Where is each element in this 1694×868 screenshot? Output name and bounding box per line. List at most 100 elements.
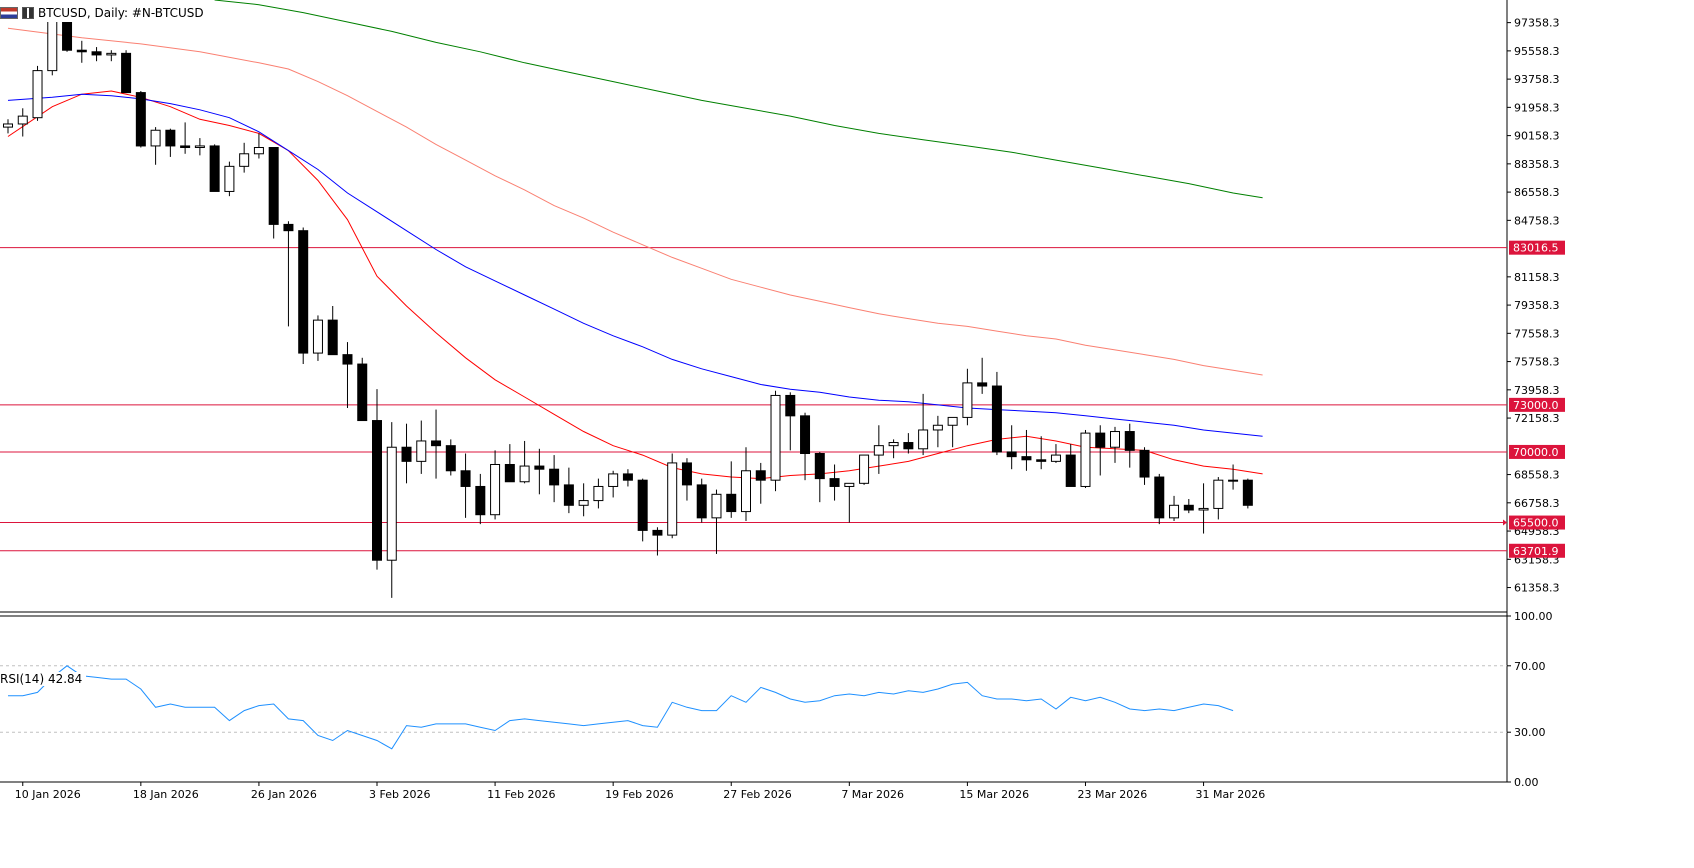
candle[interactable] — [431, 409, 442, 479]
candle[interactable] — [829, 464, 840, 501]
candle[interactable] — [32, 65, 43, 121]
candle-body — [903, 442, 914, 450]
candle[interactable] — [253, 133, 264, 159]
candle[interactable] — [785, 392, 796, 451]
candle[interactable] — [814, 451, 825, 503]
candle-body — [1198, 507, 1209, 511]
price-tick-label: 73958.3 — [1514, 384, 1560, 397]
candle[interactable] — [194, 138, 205, 156]
candle[interactable] — [667, 453, 678, 539]
candle-body — [962, 382, 973, 418]
candle[interactable] — [903, 433, 914, 454]
time-tick-label: 11 Feb 2026 — [487, 788, 555, 801]
candle[interactable] — [1080, 429, 1091, 489]
candle[interactable] — [726, 461, 737, 518]
candle[interactable] — [991, 371, 1002, 456]
candle[interactable] — [283, 221, 294, 327]
candle[interactable] — [770, 390, 781, 492]
candle[interactable] — [563, 467, 574, 514]
candle[interactable] — [1110, 426, 1120, 463]
candle[interactable] — [224, 161, 235, 197]
candle[interactable] — [386, 422, 397, 598]
candle[interactable] — [1095, 425, 1106, 476]
candle[interactable] — [1006, 425, 1017, 470]
candle[interactable] — [91, 47, 102, 62]
rsi-line — [8, 665, 1234, 750]
candle[interactable] — [357, 357, 368, 422]
candle[interactable] — [1242, 478, 1253, 509]
candle[interactable] — [652, 527, 663, 556]
candle[interactable] — [593, 478, 604, 509]
candle[interactable] — [106, 50, 117, 62]
candle[interactable] — [1154, 473, 1165, 525]
candle[interactable] — [475, 473, 486, 525]
candle[interactable] — [401, 423, 412, 484]
candle[interactable] — [445, 439, 456, 476]
candle[interactable] — [888, 439, 899, 459]
candle[interactable] — [76, 40, 87, 63]
candle[interactable] — [150, 127, 161, 165]
candle[interactable] — [1124, 423, 1135, 468]
candle[interactable] — [180, 122, 191, 154]
candle[interactable] — [342, 342, 353, 408]
candle[interactable] — [239, 142, 250, 173]
candle-body — [47, 16, 58, 72]
candle[interactable] — [268, 147, 279, 239]
candle[interactable] — [1228, 464, 1239, 490]
candle[interactable] — [460, 453, 471, 518]
candle-body — [888, 442, 899, 447]
candle[interactable] — [844, 482, 855, 523]
candle[interactable] — [1198, 483, 1209, 534]
candle[interactable] — [121, 50, 132, 94]
candle[interactable] — [755, 462, 766, 504]
candle[interactable] — [1065, 444, 1076, 487]
candle[interactable] — [372, 389, 382, 570]
candle[interactable] — [622, 469, 633, 487]
candle[interactable] — [209, 144, 220, 192]
candle[interactable] — [298, 227, 309, 365]
candle[interactable] — [1050, 444, 1061, 463]
candle[interactable] — [312, 315, 323, 361]
price-tick-label: 84758.3 — [1514, 214, 1560, 227]
candle[interactable] — [1036, 436, 1047, 470]
candle[interactable] — [327, 306, 338, 356]
candle[interactable] — [17, 108, 28, 137]
candle[interactable] — [165, 128, 176, 157]
candle[interactable] — [519, 440, 530, 484]
candle-body — [1169, 504, 1180, 519]
candle[interactable] — [608, 470, 619, 498]
candle[interactable] — [918, 393, 929, 456]
candle[interactable] — [962, 368, 973, 426]
candle[interactable] — [534, 448, 545, 495]
candle[interactable] — [490, 450, 501, 520]
candle[interactable] — [800, 412, 811, 481]
candle[interactable] — [977, 357, 988, 394]
candle[interactable] — [135, 91, 146, 148]
price-tick-label: 77558.3 — [1514, 327, 1560, 340]
candle[interactable] — [859, 454, 870, 485]
candle[interactable] — [947, 416, 958, 448]
candle[interactable] — [3, 119, 13, 134]
candle[interactable] — [741, 447, 751, 521]
candle[interactable] — [1169, 495, 1180, 521]
candle[interactable] — [416, 420, 427, 474]
candle[interactable] — [1021, 429, 1032, 471]
candle[interactable] — [1213, 477, 1224, 520]
candle[interactable] — [637, 478, 648, 542]
candle-body — [770, 394, 781, 481]
candle[interactable] — [873, 425, 884, 474]
candle[interactable] — [578, 483, 589, 517]
price-tick-label: 66758.3 — [1514, 497, 1560, 510]
candle[interactable] — [711, 489, 722, 554]
candle[interactable] — [549, 455, 560, 503]
candle[interactable] — [47, 16, 58, 76]
candle[interactable] — [681, 458, 692, 501]
candle[interactable] — [1183, 499, 1194, 514]
candle[interactable] — [932, 415, 943, 448]
candle[interactable] — [696, 478, 707, 523]
candle[interactable] — [1139, 447, 1150, 485]
level-label: 73000.0 — [1513, 399, 1559, 412]
candle[interactable] — [504, 444, 515, 483]
candle-body — [918, 429, 929, 450]
